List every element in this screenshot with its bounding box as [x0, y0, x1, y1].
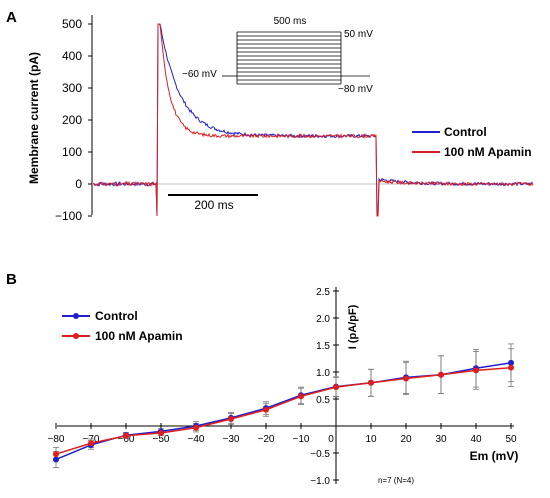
panel-b-x-tick-label: 0: [328, 434, 334, 445]
data-point-apamin: [53, 451, 59, 458]
data-point-apamin: [88, 440, 94, 447]
data-point-apamin: [298, 393, 304, 400]
data-point-apamin: [403, 375, 409, 382]
panel-a-y-ticks: 500 400 300 200 100 0 −100: [55, 17, 92, 223]
data-point-apamin: [438, 371, 444, 378]
legend-a-apamin-label: 100 nM Apamin: [444, 145, 532, 159]
panel-label-b: B: [6, 271, 17, 288]
trace-control: [92, 23, 534, 217]
panel-b-x-tick-label: 10: [365, 434, 377, 445]
voltage-protocol-inset: 500 ms 50 mV −60 mV −80 mV: [182, 16, 373, 95]
panel-b-series: [53, 343, 514, 468]
panel-b-x-tick-label: −80: [48, 434, 65, 445]
data-point-apamin: [263, 406, 269, 413]
panel-b-x-tick-label: 50: [505, 434, 517, 445]
panel-a-y-tick-label: 500: [62, 17, 82, 31]
panel-b-iv-chart: −80 −70 −60 −50 −40 −30 −20 −10 0 10 20 30 40 502.52.…: [48, 287, 519, 487]
panel-b-ticks: −80 −70 −60 −50 −40 −30 −20 −10 0 10 20 30 40 502.52.…: [48, 287, 517, 487]
panel-a-legend: Control 100 nM Apamin: [412, 125, 532, 159]
panel-b-y-tick-label: 1.5: [316, 341, 330, 352]
panel-b-legend: Control 100 nM Apamin: [62, 309, 183, 343]
panel-a-traces: [92, 23, 534, 217]
data-point-apamin: [158, 430, 164, 437]
panel-b-y-tick-label: −0.5: [310, 449, 330, 460]
panel-b-y-tick-label: 1.0: [316, 368, 330, 379]
panel-a-y-tick-label: 0: [75, 177, 82, 191]
legend-b-apamin-label: 100 nM Apamin: [95, 329, 183, 343]
panel-b-x-tick-label: −60: [118, 434, 135, 445]
data-point-apamin: [228, 415, 234, 422]
panel-b-y-tick-label: 2.0: [316, 314, 330, 325]
panel-a-y-tick-label: −100: [55, 209, 82, 223]
panel-b-y-tick-label: −1.0: [310, 476, 330, 487]
panel-b-x-tick-label: −20: [258, 434, 275, 445]
data-point-apamin: [368, 379, 374, 386]
panel-b-x-tick-label: 20: [400, 434, 412, 445]
inset-top-label: 50 mV: [344, 29, 373, 40]
data-point-apamin: [473, 367, 479, 374]
data-point-apamin: [123, 432, 129, 439]
panel-a-y-axis-label: Membrane current (pA): [27, 52, 41, 184]
inset-step-lines: [222, 31, 370, 85]
data-point-control: [53, 456, 59, 463]
legend-b-control-label: Control: [95, 309, 138, 323]
panel-a-y-tick-label: 300: [62, 81, 82, 95]
panel-b-x-tick-label: −10: [293, 434, 310, 445]
panel-a-current-trace-chart: 500 400 300 200 100 0 −100 Membrane current (p…: [27, 15, 534, 223]
data-point-apamin: [333, 384, 339, 391]
trace-apamin: [92, 23, 534, 217]
panel-b-y-tick-label: 2.5: [316, 287, 330, 298]
panel-a-y-tick-label: 100: [62, 145, 82, 159]
legend-a-control-label: Control: [444, 125, 487, 139]
data-point-apamin: [193, 424, 199, 431]
panel-b-x-tick-label: −30: [223, 434, 240, 445]
sample-size-annotation: n=7 (N=4): [378, 476, 414, 485]
panel-b-x-tick-label: 40: [470, 434, 482, 445]
panel-b-y-axis-label: I (pA/pF): [347, 304, 359, 349]
panel-b-y-tick-label: 0.5: [316, 395, 330, 406]
inset-bottom-label: −80 mV: [338, 84, 373, 95]
series-line-apamin: [55, 366, 512, 455]
panel-a-y-tick-label: 400: [62, 49, 82, 63]
inset-holding-label: −60 mV: [182, 69, 217, 80]
inset-duration-label: 500 ms: [274, 16, 307, 27]
legend-b-control-marker: [73, 313, 79, 319]
data-point-control: [508, 359, 514, 366]
panel-b-x-tick-label: −40: [188, 434, 205, 445]
panel-b-x-tick-label: 30: [435, 434, 447, 445]
panel-label-a: A: [6, 9, 17, 26]
panel-b-x-tick-label: −50: [153, 434, 170, 445]
legend-b-apamin-marker: [73, 333, 79, 339]
panel-a-y-tick-label: 200: [62, 113, 82, 127]
data-point-apamin: [508, 364, 514, 371]
panel-b-x-axis-label: Em (mV): [470, 449, 519, 463]
time-scale-bar-label: 200 ms: [194, 198, 233, 212]
